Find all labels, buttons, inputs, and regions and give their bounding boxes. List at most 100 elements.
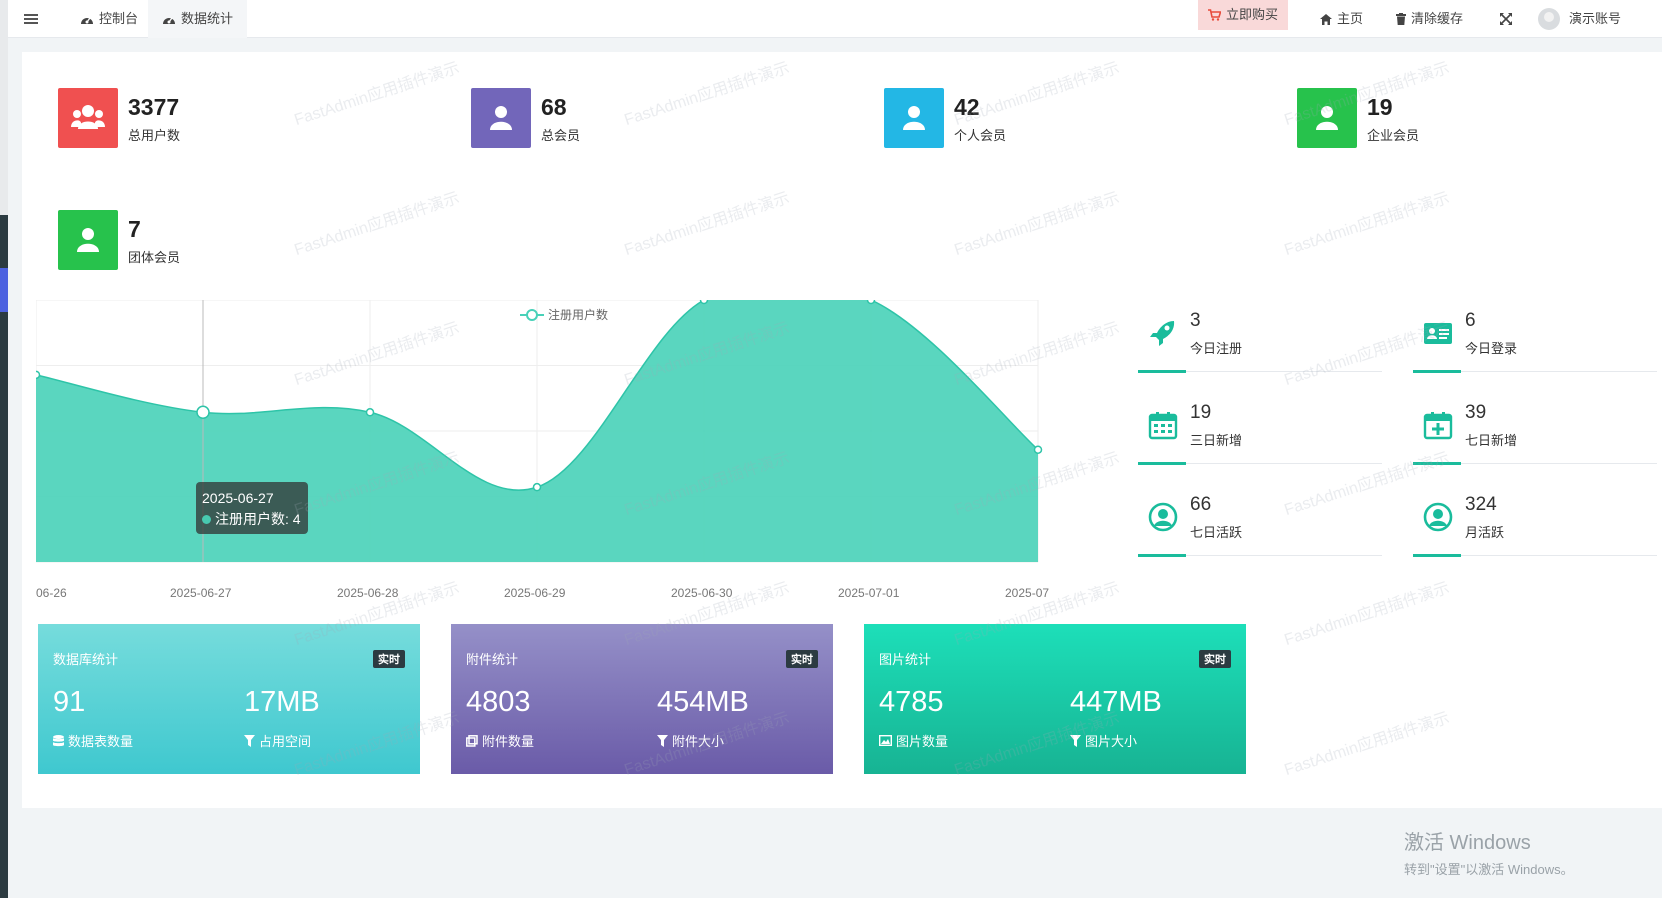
stat-label: 总用户数 xyxy=(128,127,181,143)
mini-stat-label: 七日新增 xyxy=(1465,433,1518,448)
stat-total-users: 3377 总用户数 xyxy=(58,88,180,148)
mini-stat-seven-day-new: 39 七日新增 xyxy=(1413,402,1657,474)
x-tick-label: 2025-06-28 xyxy=(337,586,399,600)
sidebar-edge xyxy=(0,0,8,898)
registered-users-chart[interactable] xyxy=(36,300,1108,600)
filter-icon xyxy=(244,734,255,747)
data-point xyxy=(36,370,41,380)
avatar xyxy=(1538,8,1560,30)
chart-tooltip: 2025-06-27 注册用户数: 4 xyxy=(196,482,308,534)
data-point xyxy=(866,300,876,305)
mini-stat-today-register: 3 今日注册 xyxy=(1138,310,1382,382)
stat-value: 68 xyxy=(541,93,567,120)
mini-stat-label: 今日注册 xyxy=(1190,341,1243,356)
filter-icon xyxy=(1070,734,1081,747)
tab-dashboard[interactable]: 控制台 xyxy=(70,0,148,38)
legend-label: 注册用户数 xyxy=(548,308,609,322)
users-icon xyxy=(71,105,105,129)
home-link[interactable]: 主页 xyxy=(1320,0,1363,38)
data-point xyxy=(365,408,375,417)
image-icon xyxy=(879,735,892,746)
mini-stat-label: 月活跃 xyxy=(1465,525,1505,540)
card-label-text: 数据表数量 xyxy=(68,734,134,749)
card-database-stats: 数据库统计 实时 91 17MB 数据表数量 占用空间 xyxy=(38,624,420,774)
dashboard-icon xyxy=(163,17,175,24)
x-tick-label: 2025-06-30 xyxy=(671,586,733,600)
mini-stat-seven-day-active: 66 七日活跃 xyxy=(1138,494,1382,566)
card-value-primary: 4803 xyxy=(466,686,531,718)
legend-line-icon xyxy=(520,308,544,321)
tooltip-date: 2025-06-27 xyxy=(202,490,274,506)
buy-now-button[interactable]: 立即购买 xyxy=(1198,0,1289,30)
user-icon xyxy=(490,106,512,130)
mini-stat-value: 19 xyxy=(1190,402,1212,423)
windows-activation-hint: 转到"设置"以激活 Windows。 xyxy=(1404,862,1574,877)
mini-stat-underline xyxy=(1138,554,1382,557)
mini-stat-monthly-active: 324 月活跃 xyxy=(1413,494,1657,566)
stat-icon-box xyxy=(884,88,944,148)
mini-stat-value: 39 xyxy=(1465,402,1487,423)
stat-total-members: 68 总会员 xyxy=(471,88,580,148)
stat-value: 19 xyxy=(1367,93,1393,120)
data-point xyxy=(1033,445,1043,454)
card-value-secondary: 17MB xyxy=(244,686,320,718)
tab-data-statistics[interactable]: 数据统计 xyxy=(148,0,248,38)
buy-now-label: 立即购买 xyxy=(1226,7,1279,22)
hamburger-icon xyxy=(24,12,38,26)
sidebar-edge-top xyxy=(0,0,8,215)
clear-cache-button[interactable]: 清除缓存 xyxy=(1396,0,1463,38)
card-value-secondary: 447MB xyxy=(1070,686,1162,718)
card-label-text: 附件大小 xyxy=(672,734,725,749)
card-label-primary: 数据表数量 xyxy=(53,731,133,750)
card-label-text: 图片数量 xyxy=(896,734,949,749)
mini-stat-underline xyxy=(1413,554,1657,557)
chart-legend[interactable]: 注册用户数 xyxy=(520,306,608,323)
mini-stat-label: 今日登录 xyxy=(1465,341,1518,356)
stat-icon-box xyxy=(58,210,118,270)
tooltip-value: 注册用户数: 4 xyxy=(215,511,301,527)
id-card-icon xyxy=(1424,323,1452,344)
user-icon xyxy=(903,106,925,130)
fullscreen-button[interactable] xyxy=(1500,0,1512,38)
card-title: 图片统计 xyxy=(879,652,932,667)
calendar-icon xyxy=(1148,412,1178,440)
card-label-secondary: 占用空间 xyxy=(244,731,311,750)
stat-enterprise-members: 19 企业会员 xyxy=(1297,88,1419,148)
stat-label: 总会员 xyxy=(541,127,581,143)
mini-stat-label: 七日活跃 xyxy=(1190,525,1243,540)
card-label-secondary: 图片大小 xyxy=(1070,731,1137,750)
files-icon xyxy=(466,734,478,747)
card-label-text: 图片大小 xyxy=(1085,734,1138,749)
card-label-primary: 图片数量 xyxy=(879,731,948,750)
stat-value: 3377 xyxy=(128,93,180,120)
tab-label: 数据统计 xyxy=(181,11,234,26)
data-point xyxy=(532,482,542,492)
stat-label: 团体会员 xyxy=(128,249,181,265)
tooltip-dot xyxy=(202,515,211,524)
menu-toggle-button[interactable] xyxy=(24,0,38,38)
data-point xyxy=(196,405,210,420)
clear-cache-label: 清除缓存 xyxy=(1411,11,1464,26)
stat-icon-box xyxy=(1297,88,1357,148)
card-label-secondary: 附件大小 xyxy=(657,731,724,750)
mini-stat-value: 6 xyxy=(1465,310,1476,331)
card-label-primary: 附件数量 xyxy=(466,731,534,750)
mini-stat-label: 三日新增 xyxy=(1190,433,1243,448)
sidebar-active-marker xyxy=(0,268,8,312)
top-navbar: 控制台 数据统计 立即购买 主页 清除缓存 演示账号 xyxy=(8,0,1662,38)
user-circle-icon xyxy=(1148,502,1178,532)
home-label: 主页 xyxy=(1337,11,1364,26)
windows-activation-notice: 激活 Windows 转到"设置"以激活 Windows。 xyxy=(1404,826,1574,878)
data-point xyxy=(699,300,709,305)
dashboard-icon xyxy=(81,17,93,24)
card-image-stats: 图片统计 实时 4785 447MB 图片数量 图片大小 xyxy=(864,624,1246,774)
mini-stat-value: 3 xyxy=(1190,310,1201,331)
calendar-plus-icon xyxy=(1423,412,1453,440)
mini-stat-underline xyxy=(1138,370,1382,373)
stat-value: 42 xyxy=(954,93,980,120)
mini-stat-underline xyxy=(1413,370,1657,373)
home-icon xyxy=(1320,13,1332,25)
mini-stat-three-day-new: 19 三日新增 xyxy=(1138,402,1382,474)
account-menu[interactable]: 演示账号 xyxy=(1538,0,1621,38)
x-tick-label: 06-26 xyxy=(36,586,67,600)
